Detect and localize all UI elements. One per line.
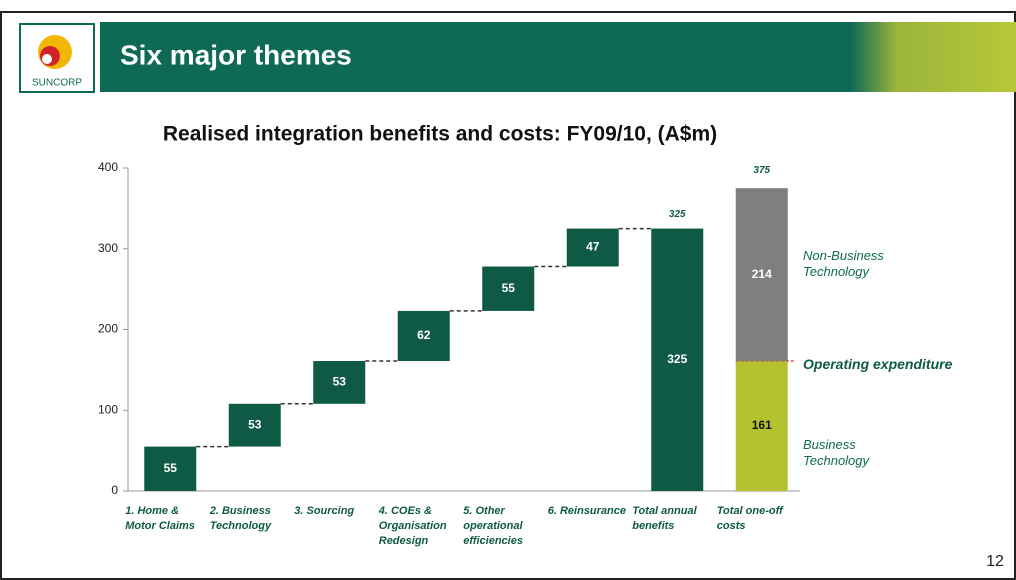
page-number: 12 bbox=[986, 553, 1004, 570]
data-label: 53 bbox=[333, 375, 347, 389]
x-tick-label: Total one-off costs bbox=[716, 505, 783, 532]
stack-bar bbox=[735, 188, 788, 361]
slide-title: Six major themes bbox=[120, 39, 352, 70]
bar bbox=[397, 310, 450, 361]
x-tick-label: 2. Business Technology bbox=[209, 505, 272, 532]
bar bbox=[228, 403, 281, 447]
legend-label: Non-Business Technology bbox=[803, 248, 884, 279]
stack-bar bbox=[735, 360, 788, 491]
bar bbox=[144, 446, 197, 491]
data-label: 62 bbox=[417, 328, 431, 342]
x-tick-label: 5. Other operational efficiencies bbox=[463, 505, 523, 547]
logo-text: SUNCORP bbox=[32, 78, 82, 89]
data-label: 161 bbox=[752, 418, 772, 432]
y-tick-label: 0 bbox=[111, 483, 118, 497]
bar bbox=[566, 228, 619, 267]
total-bar bbox=[651, 228, 704, 491]
legend-label: Business Technology bbox=[803, 437, 870, 468]
bar bbox=[482, 266, 535, 311]
banner bbox=[100, 22, 1016, 92]
annotation: Operating expenditure bbox=[803, 356, 953, 372]
x-tick-label: 1. Home & Motor Claims bbox=[125, 505, 195, 532]
data-label: 214 bbox=[752, 267, 772, 281]
x-tick-label: 6. Reinsurance bbox=[547, 505, 627, 517]
y-tick-label: 100 bbox=[98, 402, 118, 416]
x-tick-label: 3. Sourcing bbox=[294, 505, 355, 517]
chart-title: Realised integration benefits and costs:… bbox=[163, 123, 717, 146]
data-label: 55 bbox=[164, 461, 178, 475]
y-tick-label: 200 bbox=[98, 322, 118, 336]
y-tick-label: 300 bbox=[98, 241, 118, 255]
slide-border bbox=[0, 11, 1016, 580]
bar bbox=[313, 360, 366, 404]
stack-total-label: 375 bbox=[753, 165, 770, 176]
total-label: 325 bbox=[669, 209, 686, 220]
x-tick-label: 4. COEs & Organisation Redesign bbox=[378, 505, 447, 547]
data-label: 47 bbox=[586, 240, 600, 254]
data-label: 53 bbox=[248, 417, 262, 431]
y-tick-label: 400 bbox=[98, 160, 118, 174]
x-tick-label: Total annual benefits bbox=[632, 505, 697, 532]
logo-sun bbox=[38, 35, 72, 69]
data-label: 55 bbox=[502, 281, 516, 295]
data-label: 325 bbox=[667, 352, 687, 366]
